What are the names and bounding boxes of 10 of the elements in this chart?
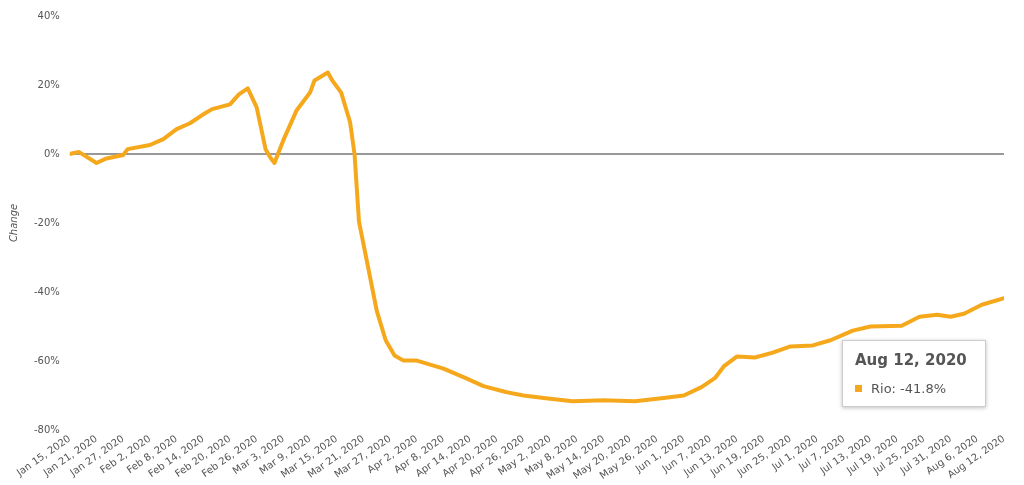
annotation: Rio: -41.8% (871, 381, 947, 396)
y-tick-label: -40% (33, 285, 60, 297)
y-axis-title: Change (7, 203, 19, 243)
y-tick-label: 40% (37, 9, 60, 21)
y-tick-label: -80% (33, 423, 60, 435)
y-tick-label: 0% (43, 147, 60, 159)
annotation: Aug 12, 2020 (855, 351, 967, 369)
y-tick-label: -60% (33, 354, 60, 366)
y-tick-label: 20% (37, 78, 60, 90)
y-tick-label: -20% (33, 216, 60, 228)
